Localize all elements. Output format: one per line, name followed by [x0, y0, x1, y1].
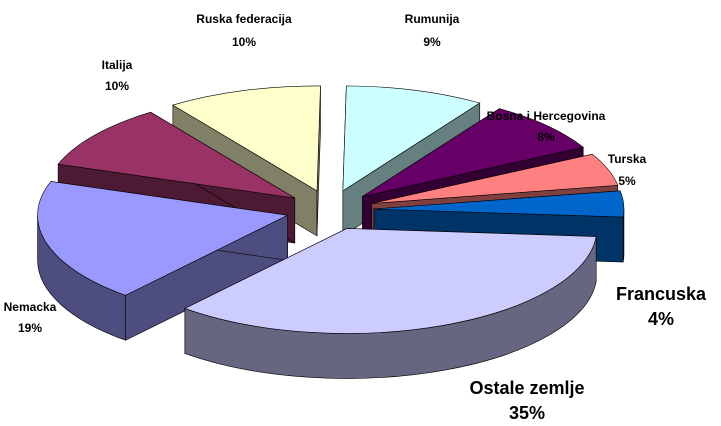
slice	[362, 108, 584, 197]
slice-value: 8%	[537, 130, 555, 144]
slice-label: Nemacka	[4, 300, 57, 314]
slice-value: 35%	[509, 403, 545, 423]
slice-value: 5%	[618, 174, 636, 188]
slice-label: Italija	[102, 58, 133, 72]
slice-value: 10%	[105, 79, 129, 93]
slice-label: Francuska	[616, 284, 707, 304]
slice-label: Ruska federacija	[196, 12, 292, 26]
slice-label: Bosna i Hercegovina	[487, 109, 606, 123]
slice	[172, 85, 321, 192]
slice	[184, 228, 597, 334]
slice	[373, 190, 625, 218]
slice	[342, 85, 481, 192]
slice-value: 4%	[648, 309, 674, 329]
slice-value: 19%	[18, 321, 42, 335]
slice-label: Rumunija	[405, 12, 460, 26]
slice-value: 9%	[423, 35, 441, 49]
slice-label: Ostale zemlje	[469, 378, 584, 398]
slice-label: Turska	[608, 152, 647, 166]
slice	[371, 153, 619, 204]
slice-value: 10%	[232, 35, 256, 49]
slice	[57, 111, 295, 199]
slice	[37, 181, 289, 296]
